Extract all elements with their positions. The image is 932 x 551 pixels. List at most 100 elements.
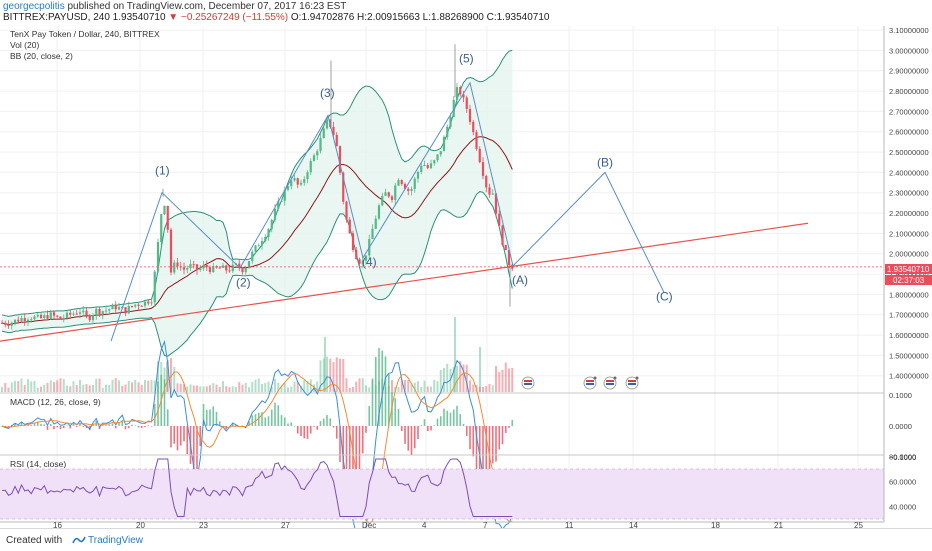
- volume-bar: [127, 380, 130, 392]
- volume-bar: [118, 380, 120, 392]
- candle-body: [410, 188, 413, 191]
- time-tick: Dec: [362, 521, 376, 528]
- volume-bar: [205, 386, 208, 392]
- elliott-wave-path: [110, 81, 665, 342]
- volume-bar: [1, 387, 3, 392]
- candle-body: [20, 318, 23, 322]
- macd-bar: [381, 350, 384, 426]
- candle-body: [150, 302, 153, 304]
- last-price-tag: [885, 264, 932, 274]
- price-candles: [0, 44, 514, 330]
- candle-body: [267, 229, 270, 237]
- volume-bar: [361, 378, 364, 392]
- macd-bar: [495, 426, 497, 462]
- candle-body: [221, 265, 225, 268]
- candle-body: [134, 304, 137, 307]
- volume-bar: [98, 378, 101, 392]
- macd-bar: [371, 378, 374, 426]
- macd-bar: [101, 424, 104, 426]
- event-icons: [521, 376, 639, 390]
- volume-bar: [170, 358, 172, 392]
- note-icon: [613, 376, 617, 380]
- macd-bar: [462, 423, 465, 426]
- macd-bar: [199, 426, 202, 447]
- candle-body: [130, 306, 134, 308]
- time-tick: 25: [854, 521, 863, 528]
- volume-bar: [270, 386, 273, 392]
- volume-bar: [95, 378, 98, 392]
- macd-bar: [446, 410, 449, 426]
- macd-bar: [261, 412, 263, 426]
- macd-bar: [111, 423, 114, 426]
- macd-bar: [501, 426, 504, 445]
- macd-bar: [127, 426, 130, 429]
- candle-body: [85, 310, 88, 316]
- volume-bar: [176, 383, 179, 392]
- candle-body: [384, 192, 387, 196]
- chart-grid: [0, 26, 884, 522]
- volume-bar: [348, 387, 351, 392]
- macd-bar: [326, 415, 328, 426]
- macd-bar: [69, 426, 72, 429]
- macd-bar: [36, 421, 39, 426]
- candle-body: [26, 319, 30, 322]
- candle-body: [33, 316, 36, 320]
- volume-bar: [231, 386, 234, 392]
- tradingview-brand-link[interactable]: TradingView: [88, 535, 144, 546]
- candle-body: [247, 261, 251, 269]
- candle-body: [312, 155, 316, 162]
- candle-body: [98, 308, 101, 315]
- macd-bar: [85, 426, 88, 429]
- time-tick: 20: [136, 521, 145, 528]
- chart-header: georgecpolitis published on TradingView.…: [0, 0, 932, 24]
- volume-bar: [10, 382, 13, 392]
- candle-body: [254, 245, 257, 252]
- candle-body: [225, 265, 228, 271]
- macd-bar: [355, 426, 358, 489]
- candle-body: [345, 201, 348, 220]
- volume-bar: [157, 361, 159, 392]
- countdown-text: 02:37:03: [893, 276, 925, 285]
- macd-bar: [309, 426, 312, 434]
- macd-bar: [274, 402, 276, 426]
- volume-bar: [218, 386, 221, 392]
- volume-bar: [365, 385, 367, 392]
- flag-icon: [606, 383, 614, 385]
- volume-bar: [72, 381, 75, 392]
- candle-body: [78, 312, 82, 314]
- time-tick: 7: [483, 521, 488, 528]
- volume-bar: [140, 385, 143, 392]
- candle-body: [420, 165, 423, 172]
- macd-bar: [231, 422, 234, 426]
- volume-bar: [85, 384, 88, 392]
- countdown-tag: [885, 275, 932, 285]
- candle-body: [56, 315, 59, 317]
- macd-bar: [319, 421, 322, 426]
- macd-bar: [280, 415, 283, 426]
- candle-body: [208, 267, 212, 273]
- macd-bar: [140, 426, 143, 428]
- author-link[interactable]: georgecpolitis: [3, 1, 65, 12]
- candle-body: [325, 119, 329, 129]
- bollinger-basis: [1, 136, 513, 326]
- volume-bar: [293, 381, 296, 392]
- candle-body: [59, 316, 62, 319]
- volume-bar: [189, 384, 192, 392]
- volume-bar: [53, 382, 55, 392]
- macd-bar: [378, 348, 380, 426]
- macd-bar: [192, 426, 195, 478]
- wave-label: (A): [512, 273, 528, 287]
- volume-bar: [443, 367, 445, 392]
- publish-date: published on TradingView.com, December 0…: [67, 1, 347, 12]
- volume-bar: [446, 363, 449, 392]
- candle-body: [283, 189, 286, 201]
- volume-bar: [410, 383, 413, 392]
- candle-body: [303, 179, 306, 183]
- macd-bar: [75, 426, 78, 427]
- candle-body: [182, 267, 186, 270]
- chart-canvas[interactable]: (1) (2) (3) (4) (5) (A) (B) (C) TenX Pay Token …: [0, 0, 932, 528]
- candle-body: [338, 146, 342, 173]
- candle-body: [212, 266, 215, 273]
- candle-body: [439, 151, 442, 155]
- volume-bar: [287, 387, 289, 392]
